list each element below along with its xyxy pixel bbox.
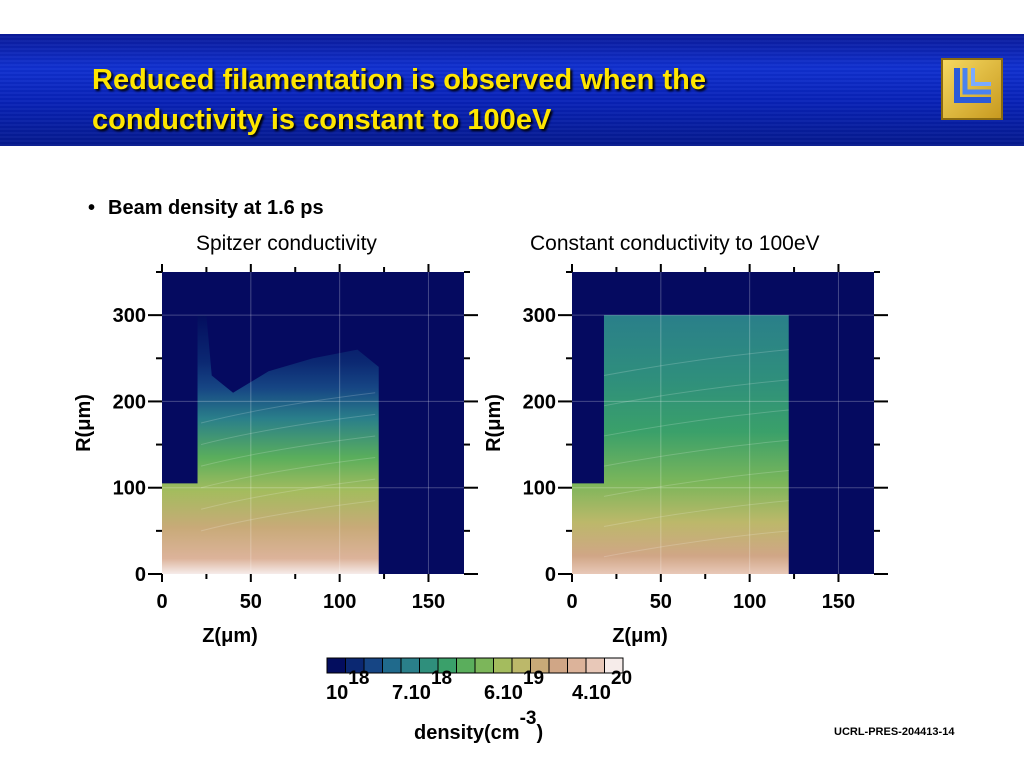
plot-title-right: Constant conductivity to 100eV	[530, 232, 820, 255]
y-tick-label: 100	[113, 478, 146, 500]
bullet-dot-icon: •	[88, 197, 96, 219]
contour-line	[200, 457, 376, 489]
x-axis-label: Z(μm)	[202, 625, 258, 647]
y-tick-label: 0	[545, 564, 556, 586]
contour-line	[200, 413, 376, 446]
colorbar-title-suffix: )	[536, 722, 544, 744]
colorbar-swatch	[585, 657, 605, 674]
y-tick-label: 100	[523, 478, 556, 500]
y-axis-label: R(μm)	[73, 394, 95, 452]
colorbar-swatch	[493, 657, 513, 674]
density-region	[162, 315, 379, 574]
x-tick-label: 50	[240, 591, 262, 613]
colorbar	[326, 657, 624, 674]
x-tick-label: 150	[822, 591, 855, 613]
x-tick-label: 0	[566, 591, 577, 613]
contour-line	[603, 530, 789, 558]
colorbar-tick-label: 7.1018	[392, 668, 453, 704]
bullet-text: Beam density at 1.6 ps	[108, 197, 324, 219]
contour-line	[200, 435, 376, 467]
x-tick-label: 100	[323, 591, 356, 613]
x-tick-label: 0	[156, 591, 167, 613]
colorbar-swatch	[567, 657, 587, 674]
colorbar-tick-label: 1018	[326, 668, 370, 704]
contour-line	[603, 409, 789, 437]
colorbar-title-prefix: density(cm	[414, 722, 520, 744]
colorbar-swatch	[548, 657, 568, 674]
contour-line	[200, 392, 376, 424]
plot-constant: 0 50 100 150 0 100 200 300 Z(μm) R(μm)	[483, 264, 888, 647]
colorbar-swatch	[456, 657, 476, 674]
contour-line	[603, 439, 789, 467]
x-tick-label: 100	[733, 591, 766, 613]
y-tick-label: 0	[135, 564, 146, 586]
y-tick-label: 200	[523, 391, 556, 413]
llnl-logo-icon	[941, 58, 1003, 120]
y-axis-label: R(μm)	[483, 394, 505, 452]
plot-title-left: Spitzer conductivity	[196, 232, 377, 255]
contour-line	[603, 500, 789, 528]
colorbar-swatch	[326, 657, 346, 674]
contour-line	[200, 478, 376, 510]
density-region	[572, 315, 789, 574]
x-axis-label: Z(μm)	[612, 625, 668, 647]
colorbar-tick-label: 4.1020	[572, 668, 633, 704]
colorbar-tick-labels: 1018 7.1018 6.1019 4.1020	[326, 668, 666, 708]
colorbar-tick-label: 6.1019	[484, 668, 545, 704]
contour-line	[200, 500, 376, 532]
document-id: UCRL-PRES-204413-14	[834, 726, 955, 738]
colorbar-swatch	[604, 657, 624, 674]
slide-title: Reduced filamentation is observed when t…	[92, 60, 892, 140]
slide-title-line-1: Reduced filamentation is observed when t…	[92, 64, 706, 96]
x-tick-label: 150	[412, 591, 445, 613]
bullet-item: • Beam density at 1.6 ps	[88, 197, 324, 220]
contour-line	[603, 469, 789, 497]
contour-line	[603, 379, 789, 407]
slide-title-line-2: conductivity is constant to 100eV	[92, 104, 552, 136]
colorbar-swatch	[400, 657, 420, 674]
y-tick-label: 200	[113, 391, 146, 413]
title-banner	[0, 34, 1024, 146]
y-tick-label: 300	[113, 305, 146, 327]
colorbar-swatch	[382, 657, 402, 674]
colorbar-title-exp: -3	[519, 708, 537, 729]
colorbar-swatch	[474, 657, 494, 674]
x-tick-label: 50	[650, 591, 672, 613]
plot-spitzer: 0 50 100 150 0 100 200 300 Z(μm) R(μm)	[73, 264, 478, 647]
colorbar-title: density(cm-3)	[414, 709, 544, 745]
y-tick-label: 300	[523, 305, 556, 327]
contour-line	[603, 349, 789, 377]
